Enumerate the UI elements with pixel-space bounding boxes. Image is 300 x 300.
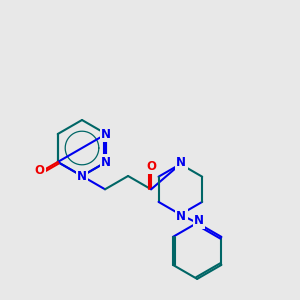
- Text: N: N: [176, 210, 186, 223]
- Text: N: N: [176, 156, 186, 169]
- Text: N: N: [101, 128, 111, 140]
- Text: N: N: [194, 214, 204, 227]
- Text: O: O: [34, 164, 45, 177]
- Text: N: N: [101, 155, 111, 169]
- Text: O: O: [146, 160, 156, 173]
- Text: N: N: [77, 169, 87, 182]
